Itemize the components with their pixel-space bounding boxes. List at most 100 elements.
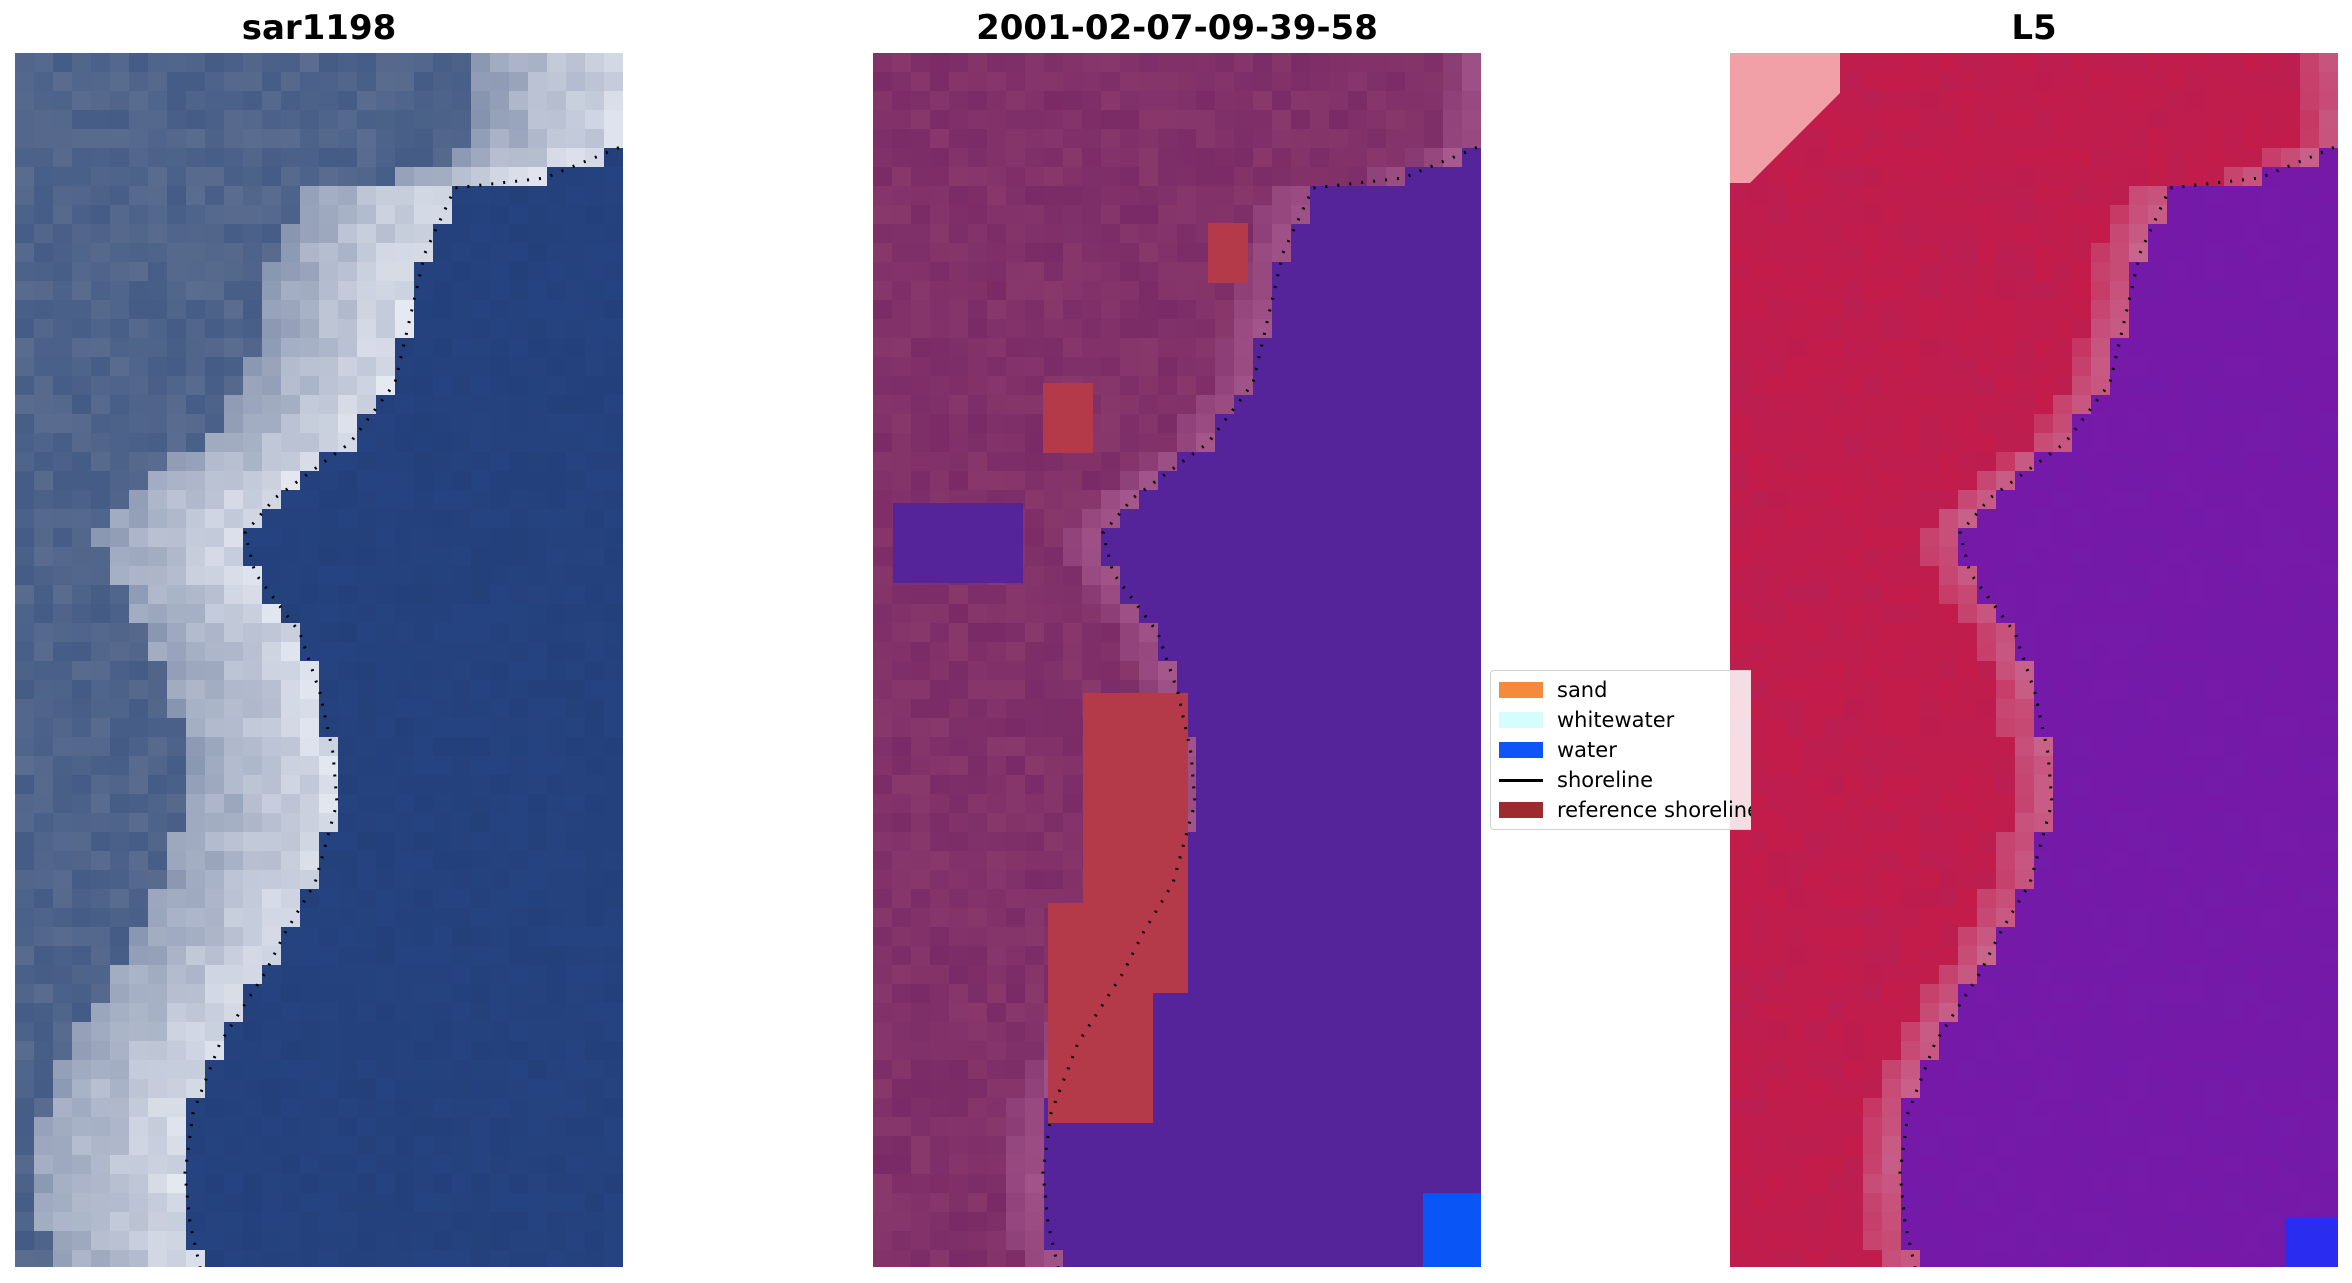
image-pixel — [205, 642, 225, 662]
image-pixel — [148, 1022, 168, 1042]
image-pixel — [1348, 1193, 1368, 1213]
image-pixel — [338, 585, 358, 605]
image-pixel — [1405, 889, 1425, 909]
image-pixel — [1063, 319, 1083, 339]
image-pixel — [1901, 338, 1921, 358]
image-pixel — [873, 129, 893, 149]
image-pixel — [1920, 357, 1940, 377]
image-pixel — [414, 927, 434, 947]
image-pixel — [1920, 338, 1940, 358]
image-pixel — [1006, 262, 1026, 282]
image-pixel — [930, 1250, 950, 1267]
image-pixel — [1806, 376, 1826, 396]
image-pixel — [892, 414, 912, 434]
image-pixel — [91, 91, 111, 111]
image-pixel — [300, 547, 320, 567]
image-pixel — [1329, 1079, 1349, 1099]
image-pixel — [1996, 433, 2016, 453]
image-pixel — [1158, 205, 1178, 225]
image-pixel — [186, 870, 206, 890]
image-pixel — [1329, 319, 1349, 339]
image-pixel — [1063, 300, 1083, 320]
image-pixel — [376, 319, 396, 339]
image-pixel — [1863, 224, 1883, 244]
image-pixel — [72, 1174, 92, 1194]
image-pixel — [186, 832, 206, 852]
image-pixel — [1462, 680, 1481, 700]
image-pixel — [1348, 1079, 1368, 1099]
image-pixel — [1405, 1117, 1425, 1137]
image-pixel — [1101, 1136, 1121, 1156]
image-pixel — [987, 1136, 1007, 1156]
image-pixel — [2281, 53, 2301, 73]
image-pixel — [1234, 965, 1254, 985]
image-pixel — [2148, 566, 2168, 586]
image-pixel — [1348, 414, 1368, 434]
image-pixel — [433, 908, 453, 928]
image-pixel — [968, 1098, 988, 1118]
image-pixel — [873, 585, 893, 605]
image-pixel — [1025, 357, 1045, 377]
image-pixel — [1749, 490, 1769, 510]
image-pixel — [1977, 490, 1997, 510]
image-pixel — [1272, 224, 1292, 244]
image-pixel — [1082, 1250, 1102, 1267]
image-pixel — [528, 851, 548, 871]
image-pixel — [2053, 129, 2073, 149]
image-pixel — [34, 91, 54, 111]
image-pixel — [15, 547, 35, 567]
image-pixel — [1806, 490, 1826, 510]
image-pixel — [2034, 129, 2054, 149]
image-pixel — [2262, 205, 2282, 225]
image-pixel — [1063, 357, 1083, 377]
image-pixel — [1025, 756, 1045, 776]
image-pixel — [1977, 509, 1997, 529]
image-pixel — [471, 756, 491, 776]
image-pixel — [1367, 756, 1387, 776]
image-pixel — [1443, 1079, 1463, 1099]
image-pixel — [452, 661, 472, 681]
image-pixel — [91, 585, 111, 605]
image-pixel — [1196, 1003, 1216, 1023]
image-pixel — [1215, 718, 1235, 738]
image-pixel — [911, 110, 931, 130]
image-pixel — [1291, 1022, 1311, 1042]
image-pixel — [15, 433, 35, 453]
image-pixel — [2091, 148, 2111, 168]
image-pixel — [2186, 91, 2206, 111]
image-pixel — [1920, 414, 1940, 434]
image-pixel — [1825, 300, 1845, 320]
image-pixel — [1329, 813, 1349, 833]
image-pixel — [987, 1250, 1007, 1267]
image-pixel — [2243, 414, 2263, 434]
image-pixel — [987, 908, 1007, 928]
image-pixel — [911, 72, 931, 92]
image-pixel — [1006, 357, 1026, 377]
image-pixel — [2205, 205, 2225, 225]
image-pixel — [490, 1041, 510, 1061]
image-pixel — [892, 129, 912, 149]
image-pixel — [547, 395, 567, 415]
image-pixel — [1044, 300, 1064, 320]
image-pixel — [1006, 243, 1026, 263]
image-pixel — [1443, 775, 1463, 795]
image-pixel — [262, 737, 282, 757]
image-pixel — [471, 91, 491, 111]
image-pixel — [1044, 832, 1064, 852]
image-pixel — [224, 1022, 244, 1042]
image-pixel — [129, 547, 149, 567]
image-pixel — [2281, 186, 2301, 206]
image-pixel — [1025, 1041, 1045, 1061]
image-pixel — [604, 1098, 623, 1118]
image-pixel — [509, 908, 529, 928]
image-pixel — [1367, 1212, 1387, 1232]
image-pixel — [509, 205, 529, 225]
image-pixel — [2072, 262, 2092, 282]
image-pixel — [91, 642, 111, 662]
image-pixel — [892, 737, 912, 757]
image-pixel — [1158, 1022, 1178, 1042]
image-pixel — [15, 110, 35, 130]
image-pixel — [167, 281, 187, 301]
image-pixel — [2110, 281, 2130, 301]
image-pixel — [987, 1174, 1007, 1194]
